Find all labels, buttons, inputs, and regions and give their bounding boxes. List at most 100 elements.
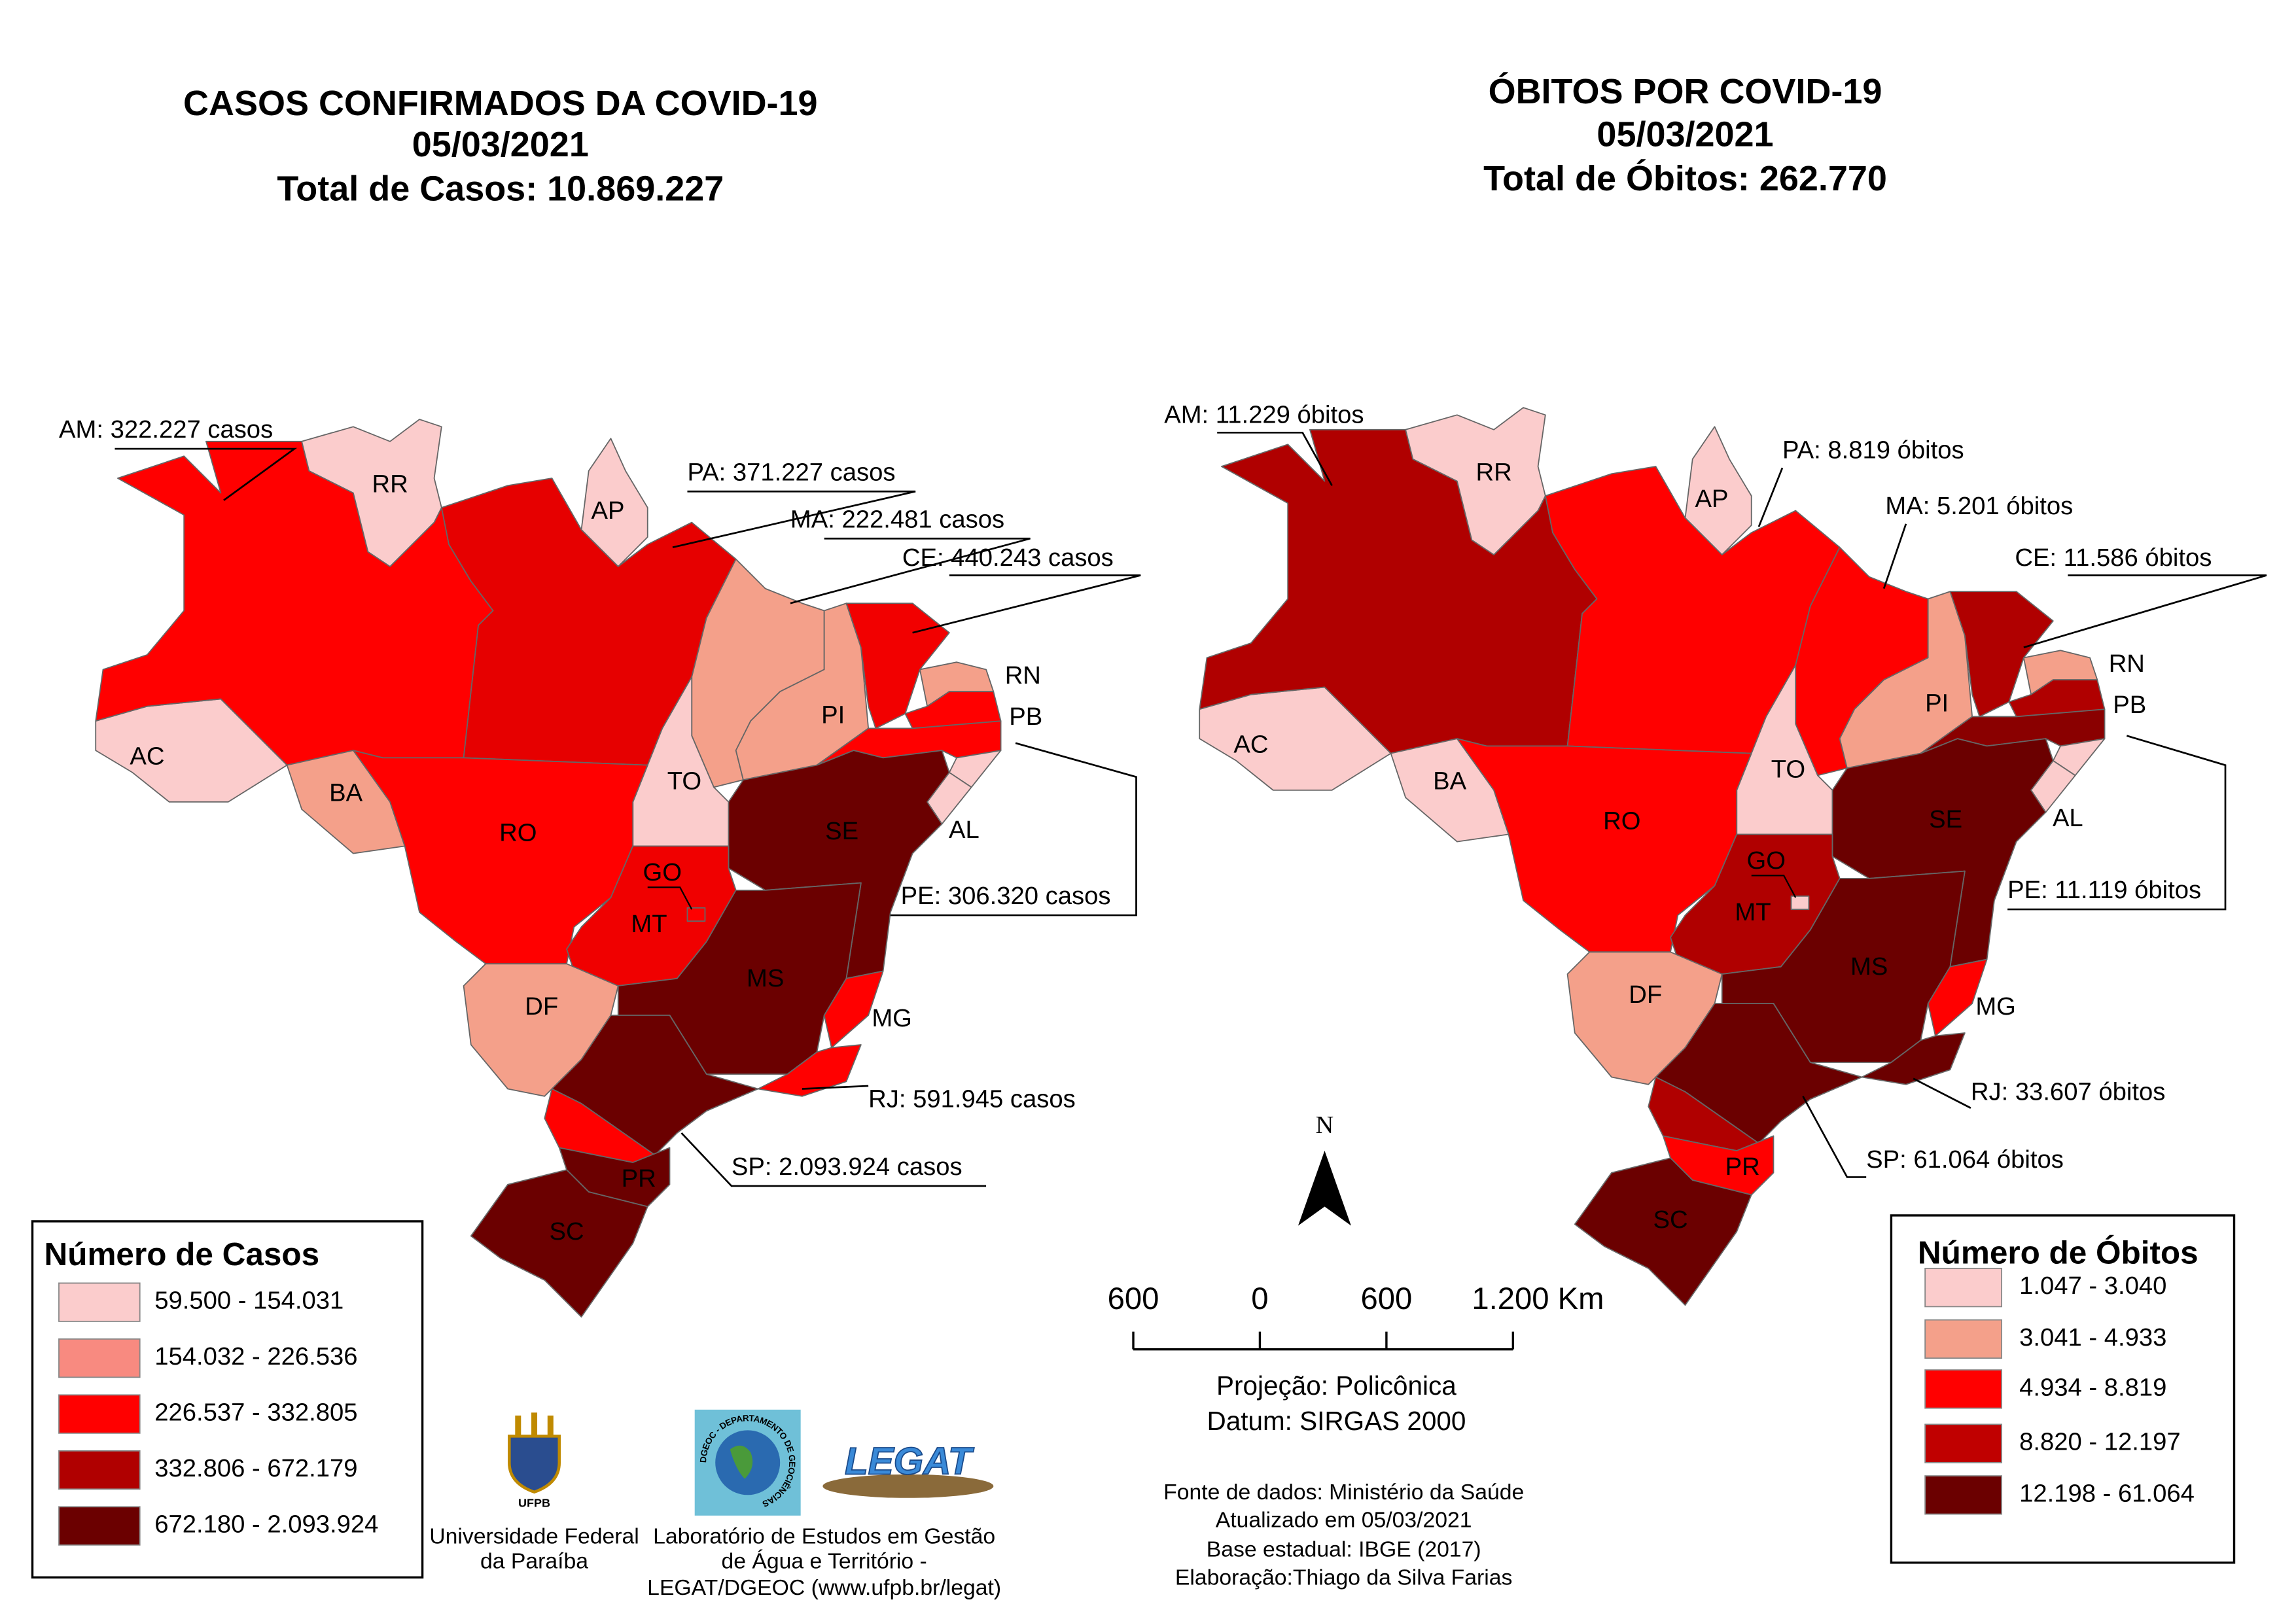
ufpb-logo: UFPB — [508, 1412, 561, 1510]
callout-label: AM: 322.227 casos — [59, 415, 273, 444]
callout-label: PA: 8.819 óbitos — [1782, 436, 1964, 464]
state-label: MT — [631, 910, 667, 938]
state — [1721, 870, 1966, 1063]
scale-label: 0 — [1251, 1282, 1268, 1316]
callout-label: SP: 2.093.924 casos — [732, 1153, 963, 1181]
state-label: TO — [667, 767, 701, 795]
callout-label: MA: 5.201 óbitos — [1885, 492, 2073, 520]
credit-line: Elaboração:Thiago da Silva Farias — [1175, 1565, 1512, 1590]
legend-swatch — [1924, 1423, 2003, 1463]
state-label: PI — [1925, 689, 1949, 718]
state-label: PR — [1725, 1153, 1760, 1181]
state-label: PB — [1009, 703, 1042, 731]
state-label: DF — [1629, 981, 1662, 1009]
state-label: MS — [1850, 952, 1888, 981]
state — [757, 1044, 862, 1097]
callout-leader — [802, 1085, 869, 1090]
state-label: PI — [821, 701, 845, 729]
state-label: GO — [643, 858, 681, 886]
projection: Projeção: Policônica — [1216, 1370, 1457, 1401]
legend-label: 4.934 - 8.819 — [2019, 1373, 2166, 1401]
state — [1655, 1003, 1863, 1144]
state-label: SC — [549, 1217, 584, 1246]
state — [1456, 738, 1752, 953]
callout-label: RJ: 591.945 casos — [868, 1085, 1076, 1113]
legat-wordmark: LEGAT — [845, 1440, 974, 1483]
state-label: RR — [372, 470, 408, 498]
legend-swatch — [58, 1282, 141, 1322]
legend-swatch — [58, 1338, 141, 1378]
callout-leader — [890, 742, 1137, 916]
state-label: AL — [949, 816, 980, 844]
legend-label: 332.806 - 672.179 — [154, 1454, 357, 1482]
legend-label: 672.180 - 2.093.924 — [154, 1510, 378, 1539]
legend-label: 3.041 - 4.933 — [2019, 1323, 2166, 1352]
legend-label: 12.198 - 61.064 — [2019, 1479, 2195, 1507]
torch — [515, 1415, 521, 1437]
credit-line: Base estadual: IBGE (2017) — [1207, 1537, 1481, 1562]
callout-leader — [1882, 523, 1907, 589]
north-label: N — [1316, 1111, 1334, 1139]
callout-label: PA: 371.227 casos — [687, 458, 895, 486]
state-label: DF — [525, 992, 558, 1021]
state-label: RR — [1475, 458, 1511, 486]
scale-label: 600 — [1108, 1282, 1159, 1316]
legend-swatch — [58, 1394, 141, 1434]
state — [1574, 1157, 1752, 1306]
legat-logo: LEGAT — [822, 1440, 994, 1498]
state-label: PB — [2113, 691, 2146, 719]
state-label: MS — [747, 964, 784, 992]
callout-label: CE: 440.243 casos — [902, 544, 1114, 572]
callout-leader — [680, 1132, 987, 1187]
state — [551, 1015, 759, 1156]
shield — [508, 1435, 561, 1494]
map-title: ÓBITOS POR COVID-19 — [1489, 72, 1882, 111]
legend-label: 226.537 - 332.805 — [154, 1399, 357, 1427]
callout-leader — [672, 490, 916, 549]
legend-swatch — [1924, 1319, 2003, 1359]
ufpb-acronym: UFPB — [518, 1497, 550, 1510]
df-leader — [1751, 875, 1797, 898]
north-arrow — [1298, 1150, 1351, 1226]
state — [1861, 1032, 1966, 1085]
credit-line: Fonte de dados: Ministério da Saúde — [1163, 1480, 1524, 1505]
scale-label: 600 — [1360, 1282, 1412, 1316]
legend-swatch — [1924, 1369, 2003, 1409]
institution-line: Universidade Federal — [429, 1524, 639, 1548]
state-label: SC — [1653, 1206, 1687, 1234]
state-label: RN — [1005, 661, 1041, 689]
legend-title: Número de Óbitos — [1918, 1234, 2199, 1271]
map-title: 05/03/2021 — [412, 125, 589, 164]
brazil-map: AC RR AP TO PI RN PB AL SE BA RO MT GO DF MS MG PR SC — [95, 419, 1042, 1318]
state-label: MG — [872, 1004, 912, 1032]
state-label: RN — [2109, 650, 2145, 678]
state-label: MG — [1975, 992, 2016, 1021]
state — [470, 1169, 648, 1318]
state — [617, 882, 862, 1075]
legend-swatch — [58, 1506, 141, 1546]
callout-label: CE: 11.586 óbitos — [2015, 544, 2212, 572]
state-label: SE — [1929, 805, 1962, 833]
logo-base — [822, 1474, 994, 1498]
callout-leader — [1217, 431, 1333, 486]
state-label: AL — [2053, 804, 2083, 832]
legend-swatch — [1924, 1268, 2003, 1308]
scale-bar: 600 0 600 1.200 Km Projeção: Policônica … — [1108, 1282, 1604, 1436]
callout-leader — [1913, 1077, 1971, 1109]
state-label: TO — [1771, 756, 1805, 784]
map-title: 05/03/2021 — [1597, 114, 1773, 154]
dgeoc-logo: DGEOC - DEPARTAMENTO DE GEOCIÊNCIAS — [694, 1409, 801, 1516]
map-title: Total de Casos: 10.869.227 — [277, 169, 724, 209]
callout-label: MA: 222.481 casos — [790, 505, 1004, 533]
state — [1927, 958, 1988, 1037]
legend-label: 8.820 - 12.197 — [2019, 1428, 2181, 1456]
institution-line: de Água e Território - — [722, 1549, 927, 1574]
torch — [547, 1415, 554, 1437]
legend-swatch — [58, 1450, 141, 1490]
callout-label: SP: 61.064 óbitos — [1866, 1145, 2064, 1174]
state — [1790, 895, 1810, 910]
credit-line: Atualizado em 05/03/2021 — [1216, 1508, 1472, 1533]
callout-leader — [1802, 1096, 1867, 1178]
